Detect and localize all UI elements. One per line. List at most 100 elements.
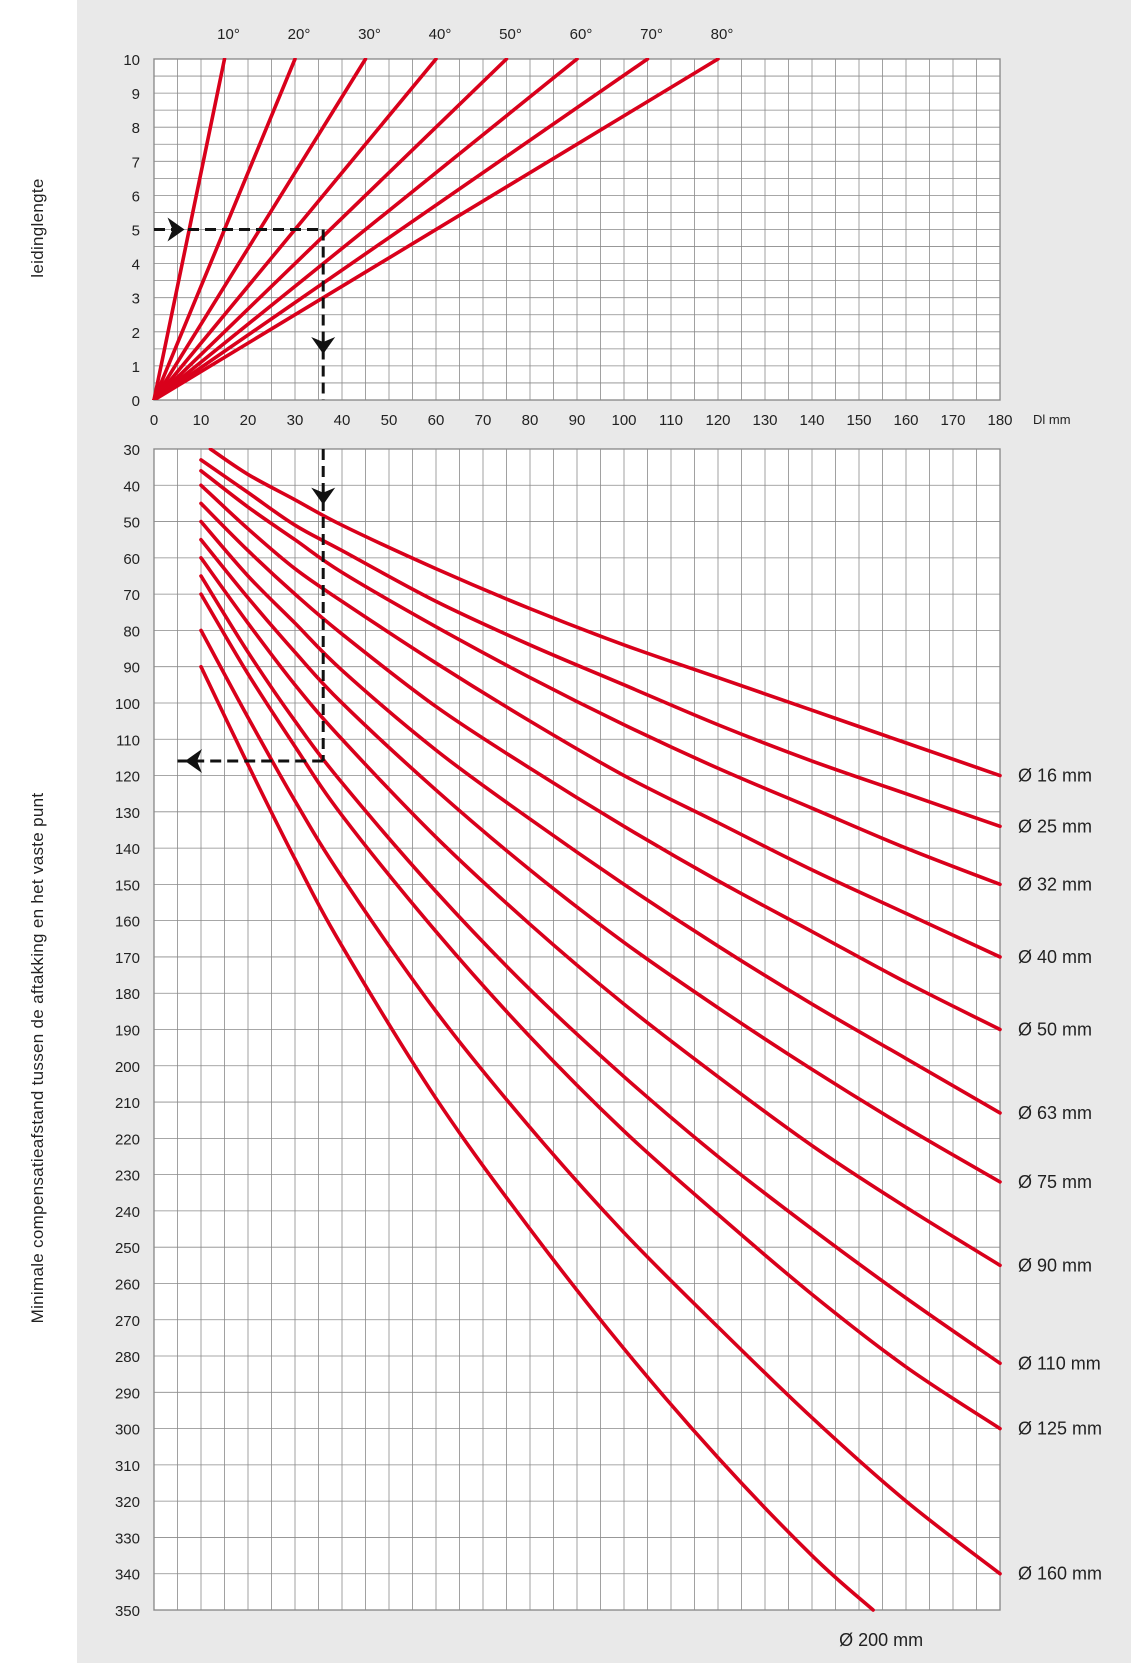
bottom-y-tick-label: 340	[115, 1567, 140, 1584]
x-tick-label: 140	[799, 412, 824, 429]
angle-series-label: 10°	[217, 26, 240, 43]
top-y-tick-label: 2	[132, 325, 140, 342]
diameter-series-label: Ø 110 mm	[1018, 1353, 1101, 1373]
bottom-y-tick-label: 80	[123, 623, 140, 640]
x-tick-label: 10	[193, 412, 210, 429]
diameter-series-label: Ø 200 mm	[839, 1630, 923, 1650]
bottom-y-tick-label: 210	[115, 1095, 140, 1112]
bottom-y-tick-label: 190	[115, 1023, 140, 1040]
diameter-series-line	[199, 664, 875, 1612]
x-tick-label: 100	[611, 412, 636, 429]
diameter-series-line	[199, 628, 1002, 1576]
angle-series-label: 20°	[288, 26, 311, 43]
diameter-series-line	[199, 592, 1002, 1431]
bottom-y-tick-label: 330	[115, 1530, 140, 1547]
bottom-y-tick-label: 100	[115, 696, 140, 713]
bottom-y-tick-label: 240	[115, 1204, 140, 1221]
bottom-y-tick-label: 230	[115, 1168, 140, 1185]
bottom-y-tick-label: 50	[123, 515, 140, 532]
x-tick-label: 20	[240, 412, 257, 429]
angle-series-label: 40°	[429, 26, 452, 43]
x-tick-label: 110	[659, 412, 683, 429]
angle-series-line	[152, 58, 650, 400]
bottom-y-tick-label: 290	[115, 1385, 140, 1402]
example-arrow-head	[185, 749, 202, 774]
x-tick-label: 150	[846, 412, 871, 429]
bottom-y-tick-label: 110	[116, 732, 140, 749]
bottom-y-tick-label: 350	[115, 1603, 140, 1620]
bottom-y-tick-label: 170	[115, 950, 140, 967]
bottom-y-tick-label: 180	[115, 986, 140, 1003]
x-tick-label: 0	[150, 412, 158, 429]
diameter-series-label: Ø 25 mm	[1018, 816, 1092, 836]
angle-series-line	[152, 58, 720, 400]
bottom-y-tick-label: 150	[115, 877, 140, 894]
x-tick-label: 160	[893, 412, 918, 429]
diameter-series-label: Ø 75 mm	[1018, 1172, 1092, 1192]
angle-series-label: 80°	[711, 26, 734, 43]
x-tick-label: 60	[428, 412, 445, 429]
bottom-y-tick-label: 140	[115, 841, 140, 858]
top-y-tick-label: 7	[132, 154, 140, 171]
x-tick-label: 70	[475, 412, 492, 429]
bottom-y-tick-label: 250	[115, 1240, 140, 1257]
diameter-series-line	[199, 556, 1002, 1268]
example-arrow-head	[167, 217, 185, 242]
x-tick-label: 40	[334, 412, 351, 429]
diameter-series-line	[199, 574, 1002, 1366]
diameter-series-label: Ø 90 mm	[1018, 1255, 1092, 1275]
x-tick-label: 80	[522, 412, 539, 429]
angle-series-label: 70°	[640, 26, 663, 43]
bottom-y-tick-label: 30	[123, 442, 140, 459]
angle-series-label: 60°	[570, 26, 593, 43]
x-axis-label: Dl mm	[1033, 412, 1071, 427]
diameter-series-label: Ø 32 mm	[1018, 874, 1092, 894]
diameter-series-line	[199, 483, 1002, 959]
diameter-series-label: Ø 50 mm	[1018, 1020, 1092, 1040]
diameter-series-line	[199, 501, 1002, 1032]
top-y-tick-label: 5	[132, 223, 140, 240]
top-y-tick-label: 6	[132, 188, 140, 205]
bottom-y-tick-label: 270	[115, 1313, 140, 1330]
bottom-y-tick-label: 280	[115, 1349, 140, 1366]
angle-series-line	[152, 58, 509, 400]
diameter-series-label: Ø 16 mm	[1018, 766, 1092, 786]
top-y-tick-label: 4	[132, 257, 140, 274]
bottom-y-tick-label: 320	[115, 1494, 140, 1511]
bottom-y-tick-label: 260	[115, 1276, 140, 1293]
top-y-tick-label: 8	[132, 120, 140, 137]
x-tick-label: 130	[752, 412, 777, 429]
bottom-y-tick-label: 120	[115, 769, 140, 786]
diameter-series-line	[208, 448, 1002, 778]
bottom-y-tick-label: 70	[123, 587, 140, 604]
bottom-y-tick-label: 300	[115, 1422, 140, 1439]
top-y-tick-label: 10	[123, 52, 140, 69]
example-arrow-head	[311, 487, 336, 505]
example-arrow-head	[311, 336, 336, 354]
x-tick-label: 30	[287, 412, 304, 429]
x-tick-label: 90	[569, 412, 586, 429]
diameter-series-label: Ø 63 mm	[1018, 1103, 1092, 1123]
bottom-y-tick-label: 160	[115, 914, 140, 931]
x-tick-label: 50	[381, 412, 398, 429]
bottom-y-tick-label: 40	[123, 478, 140, 495]
top-y-tick-label: 9	[132, 86, 140, 103]
diameter-series-line	[199, 458, 1002, 829]
diameter-series-label: Ø 160 mm	[1018, 1564, 1102, 1584]
bottom-y-tick-label: 200	[115, 1059, 140, 1076]
diameter-series-line	[199, 519, 1002, 1115]
angle-series-line	[152, 58, 579, 400]
top-y-tick-label: 3	[132, 291, 140, 308]
top-y-tick-label: 1	[132, 359, 140, 376]
diameter-series-line	[199, 537, 1002, 1184]
angle-series-label: 30°	[358, 26, 381, 43]
top-y-axis-label: leidinglengte	[28, 178, 47, 278]
bottom-y-tick-label: 60	[123, 551, 140, 568]
bottom-y-axis-label: Minimale compensatieafstand tussen de af…	[28, 792, 47, 1324]
bottom-y-tick-label: 90	[123, 660, 140, 677]
bottom-y-tick-label: 220	[115, 1131, 140, 1148]
x-tick-label: 170	[940, 412, 965, 429]
diameter-series-label: Ø 125 mm	[1018, 1419, 1102, 1439]
diameter-series-label: Ø 40 mm	[1018, 947, 1092, 967]
